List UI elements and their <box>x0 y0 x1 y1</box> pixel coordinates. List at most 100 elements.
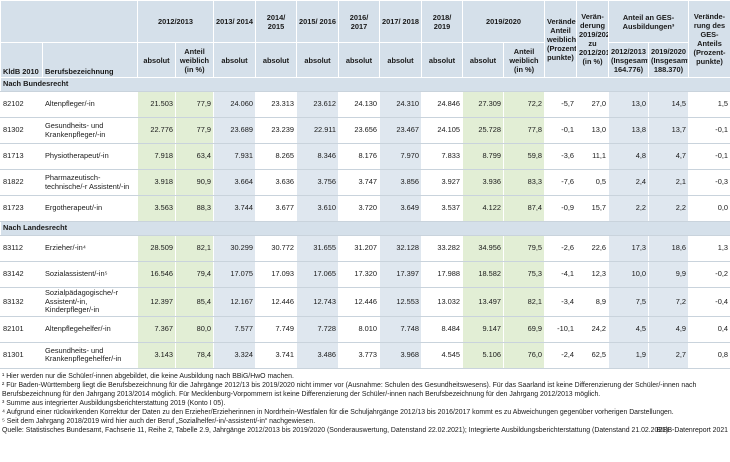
absolut: absolut <box>255 42 297 78</box>
cell: 22.776 <box>137 117 176 144</box>
cell: 2,7 <box>648 341 689 369</box>
cell: 8.265 <box>255 143 297 170</box>
data-row: 81302 Gesundheits- und Krankenpfleger/-in… <box>0 117 730 144</box>
cell: 16.546 <box>137 261 176 288</box>
ges-2019: 2019/2020 (Insgesamt: 188.370) <box>648 42 689 78</box>
cell: 28.509 <box>137 235 176 262</box>
year: 2016/ 2017 <box>338 0 380 43</box>
cell: 30.299 <box>213 235 256 262</box>
cell: 69,9 <box>503 315 545 343</box>
cell: -2,4 <box>544 341 577 369</box>
cell: 7.748 <box>379 315 422 343</box>
cell: 13.032 <box>421 287 463 317</box>
cell: 34.956 <box>462 235 504 262</box>
absolut: absolut <box>338 42 380 78</box>
absolut: absolut <box>296 42 339 78</box>
footnote: ⁴ Aufgrund einer rückwirkenden Korrektur… <box>2 408 674 416</box>
cell: 23.467 <box>379 117 422 144</box>
cell: 88,3 <box>175 195 214 222</box>
cell: 8.176 <box>338 143 380 170</box>
cell: 3.968 <box>379 341 422 369</box>
cell: -2,6 <box>544 235 577 262</box>
cell: 10,0 <box>608 261 649 288</box>
cell: 8.010 <box>338 315 380 343</box>
footnote: ¹ Hier werden nur die Schüler/-innen abg… <box>2 372 294 380</box>
cell: 2,4 <box>608 169 649 196</box>
cell: 12.553 <box>379 287 422 317</box>
cell: 18.582 <box>462 261 504 288</box>
cell: 3.649 <box>379 195 422 222</box>
cell: 17.397 <box>379 261 422 288</box>
cell: 3.756 <box>296 169 339 196</box>
beruf: Berufsbezeichnung <box>42 42 138 78</box>
cell: -4,1 <box>544 261 577 288</box>
cell: 7.918 <box>137 143 176 170</box>
cell: -0,1 <box>688 143 730 170</box>
cell: 81713 <box>0 143 43 170</box>
ges-change: Verände-rung des GES-Anteils (Prozent-pu… <box>688 0 730 78</box>
absolut: absolut <box>137 42 176 78</box>
cell: Erzieher/-in⁴ <box>42 235 138 262</box>
cell: 78,4 <box>175 341 214 369</box>
credit: BIBB-Datenreport 2021 <box>656 426 728 434</box>
cell: 23.612 <box>296 91 339 118</box>
cell: 81723 <box>0 195 43 222</box>
source: Quelle: Statistisches Bundesamt, Fachser… <box>2 426 669 434</box>
footnotes: ¹ Hier werden nur die Schüler/-innen abg… <box>0 369 730 435</box>
data-row: 82102 Altenpfleger/-in 21.503 77,9 24.060 23.… <box>0 91 730 118</box>
year: 2017/ 2018 <box>379 0 422 43</box>
cell: 83112 <box>0 235 43 262</box>
cell: 3.563 <box>137 195 176 222</box>
cell: 9,9 <box>648 261 689 288</box>
section-row: Nach Landesrecht <box>0 221 730 236</box>
cell: 8,9 <box>576 287 609 317</box>
cell: 31.655 <box>296 235 339 262</box>
cell: 77,8 <box>503 117 545 144</box>
cell: 23.239 <box>255 117 297 144</box>
cell: 3.747 <box>338 169 380 196</box>
cell: 2,1 <box>648 169 689 196</box>
data-row: 83132 Sozialpädagogische/-r Assistent/-in… <box>0 287 730 317</box>
cell: 7.367 <box>137 315 176 343</box>
cell: 33.282 <box>421 235 463 262</box>
section-title: Nach Bundesrecht <box>0 77 730 92</box>
cell: 83,3 <box>503 169 545 196</box>
cell: 77,9 <box>175 117 214 144</box>
data-table: 2012/2013 2013/ 2014 2014/ 2015 2015/ 20… <box>0 0 730 369</box>
data-row: 83112 Erzieher/-in⁴ 28.509 82,1 30.299 30.772… <box>0 235 730 262</box>
cell: 82,1 <box>175 235 214 262</box>
cell: 18,6 <box>648 235 689 262</box>
data-row: 81822 Pharmazeutisch-technische/-r Assist… <box>0 169 730 196</box>
cell: 76,0 <box>503 341 545 369</box>
cell: Pharmazeutisch-technische/-r Assistent/-… <box>42 169 138 196</box>
cell: 7.931 <box>213 143 256 170</box>
year: 2013/ 2014 <box>213 0 256 43</box>
absolut: absolut <box>462 42 504 78</box>
cell: 3.918 <box>137 169 176 196</box>
cell: 12.446 <box>255 287 297 317</box>
cell: Sozialassistent/-in⁵ <box>42 261 138 288</box>
cell: 12.446 <box>338 287 380 317</box>
cell: 80,0 <box>175 315 214 343</box>
cell: -3,6 <box>544 143 577 170</box>
data-row: 81723 Ergotherapeut/-in 3.563 88,3 3.744 3.67… <box>0 195 730 222</box>
cell: 1,5 <box>688 91 730 118</box>
blank <box>0 0 138 43</box>
cell: Sozialpädagogische/-r Assistent/-in, Kin… <box>42 287 138 317</box>
cell: 14,5 <box>648 91 689 118</box>
cell: -3,4 <box>544 287 577 317</box>
cell: 4,9 <box>648 315 689 343</box>
cell: 7.749 <box>255 315 297 343</box>
cell: 3.143 <box>137 341 176 369</box>
cell: 24.105 <box>421 117 463 144</box>
cell: -0,3 <box>688 169 730 196</box>
cell: 3.741 <box>255 341 297 369</box>
year: 2012/2013 <box>137 0 214 43</box>
year: 2019/2020 <box>462 0 545 43</box>
cell: 3.636 <box>255 169 297 196</box>
cell: 7.970 <box>379 143 422 170</box>
cell: 79,5 <box>503 235 545 262</box>
cell: 12.397 <box>137 287 176 317</box>
data-row: 81301 Gesundheits- und Krankenpflegehelfe… <box>0 341 730 369</box>
cell: Physiotherapeut/-in <box>42 143 138 170</box>
